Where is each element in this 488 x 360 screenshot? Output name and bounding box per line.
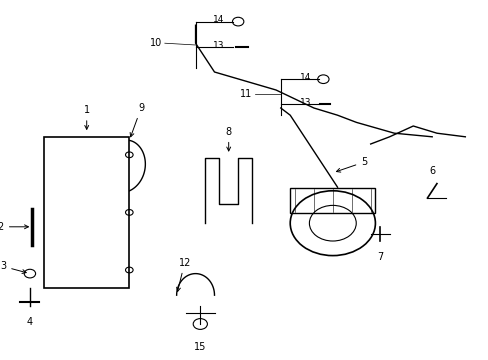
Text: 1: 1 xyxy=(83,105,90,129)
Text: 4: 4 xyxy=(27,317,33,327)
Text: 3: 3 xyxy=(0,261,26,274)
Text: 5: 5 xyxy=(336,157,366,172)
Text: 8: 8 xyxy=(225,127,231,151)
Text: 2: 2 xyxy=(0,222,28,232)
Text: 6: 6 xyxy=(428,166,434,176)
Text: 9: 9 xyxy=(130,103,144,137)
Text: 13: 13 xyxy=(212,41,224,50)
Text: 11: 11 xyxy=(240,89,252,99)
Text: 15: 15 xyxy=(194,342,206,352)
Text: 14: 14 xyxy=(212,15,224,24)
Text: 12: 12 xyxy=(176,258,190,292)
Text: 7: 7 xyxy=(376,252,383,262)
Text: 10: 10 xyxy=(150,38,162,48)
Text: 13: 13 xyxy=(300,98,311,107)
Text: 14: 14 xyxy=(300,73,311,82)
Bar xyxy=(290,188,375,213)
Bar xyxy=(44,137,129,288)
